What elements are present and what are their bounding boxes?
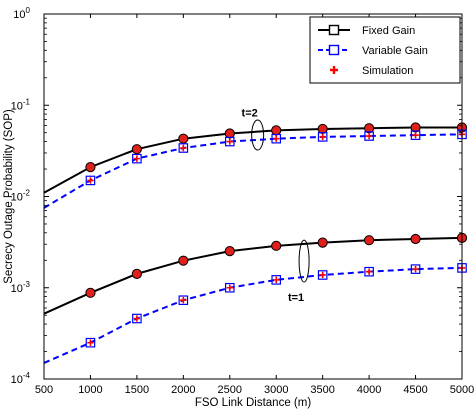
- data-point-variable: [224, 282, 235, 293]
- data-point-fixed: [224, 246, 235, 257]
- annotation-label: t=2: [242, 108, 258, 120]
- y-tick-label: 10-1: [11, 97, 31, 112]
- simulation-marker: [180, 297, 187, 304]
- y-tick-label: 10-4: [11, 371, 31, 386]
- data-point-fixed: [271, 125, 282, 136]
- data-point-fixed: [317, 123, 328, 135]
- legend-label: Simulation: [362, 65, 413, 77]
- data-point-variable: [178, 295, 189, 306]
- series-line-variable-t1: [43, 266, 463, 364]
- data-point-variable: [317, 270, 328, 280]
- annotation-label: t=1: [288, 292, 304, 304]
- legend-label: Fixed Gain: [362, 25, 415, 37]
- x-tick-label: 4500: [403, 384, 427, 396]
- simulation-marker: [133, 315, 141, 322]
- series-line-fixed-t2: [43, 126, 462, 194]
- axis-ticks: 500 1000 1500 2000 2500 3000 3500 4000 4500 5000 1…: [11, 6, 474, 396]
- series-line-variable-t2: [43, 133, 463, 209]
- simulation-marker: [319, 133, 326, 141]
- annotations: t=2 t=1: [242, 108, 305, 304]
- simulation-marker: [319, 271, 326, 279]
- x-tick-label: 1500: [125, 384, 149, 396]
- y-tick-label: 10-3: [11, 280, 31, 295]
- x-tick-label: 5000: [450, 384, 474, 396]
- data-point-variable: [271, 275, 282, 285]
- data-point-fixed: [271, 240, 282, 251]
- data-point-variable: [85, 175, 96, 186]
- y-tick-label: 100: [13, 6, 30, 21]
- simulation-marker: [365, 132, 373, 140]
- x-tick-label: 2000: [171, 384, 195, 396]
- plot-area: [43, 119, 468, 364]
- simulation-marker: [87, 177, 94, 184]
- data-point-variable: [317, 132, 328, 142]
- data-point-variable: [178, 143, 189, 153]
- data-point-fixed: [178, 133, 189, 144]
- data-point-fixed: [364, 235, 375, 246]
- simulation-marker: [226, 138, 233, 145]
- x-tick-label: 3500: [310, 384, 334, 396]
- series-line-fixed-t1: [43, 236, 463, 315]
- data-point-variable: [132, 153, 142, 164]
- data-point-fixed: [131, 144, 142, 155]
- data-point-variable: [271, 133, 282, 144]
- legend-marker-plus: [330, 66, 338, 74]
- simulation-marker: [180, 144, 187, 152]
- simulation-marker: [226, 284, 233, 291]
- data-point-fixed: [178, 255, 189, 266]
- x-tick-label: 3000: [264, 384, 288, 396]
- data-point-fixed: [85, 161, 96, 173]
- simulation-marker: [273, 135, 280, 142]
- data-point-fixed: [131, 268, 142, 279]
- group-ellipse-t2: [251, 119, 265, 151]
- data-point-fixed: [224, 128, 235, 139]
- data-point-variable: [224, 136, 235, 147]
- data-point-variable: [364, 266, 374, 277]
- legend-marker-square: [328, 24, 340, 36]
- data-point-variable: [410, 264, 421, 274]
- data-point-variable: [364, 131, 374, 141]
- legend-label: Variable Gain: [362, 45, 428, 57]
- y-tick-label: 10-2: [11, 189, 31, 204]
- data-point-fixed: [317, 237, 328, 248]
- simulation-marker: [273, 276, 280, 284]
- x-tick-label: 2500: [218, 384, 242, 396]
- legend-marker-square: [328, 44, 340, 56]
- data-point-variable: [85, 337, 96, 348]
- simulation-marker: [412, 131, 419, 139]
- legend: Fixed Gain Variable Gain Simulation: [309, 16, 461, 84]
- simulation-marker: [87, 339, 94, 346]
- data-point-fixed: [410, 233, 421, 245]
- y-axis-label: Secrecy Outage Probability (SOP): [3, 109, 15, 284]
- group-ellipse-t1: [298, 239, 310, 283]
- x-tick-label: 1000: [78, 384, 102, 396]
- simulation-marker: [365, 268, 373, 275]
- data-point-variable: [132, 313, 142, 324]
- simulation-marker: [133, 155, 141, 162]
- x-axis-label: FSO Link Distance (m): [195, 397, 311, 409]
- x-tick-label: 500: [35, 384, 53, 396]
- x-tick-label: 4000: [357, 384, 381, 396]
- simulation-marker: [412, 265, 419, 273]
- data-point-fixed: [85, 287, 96, 298]
- data-point-variable: [410, 130, 421, 140]
